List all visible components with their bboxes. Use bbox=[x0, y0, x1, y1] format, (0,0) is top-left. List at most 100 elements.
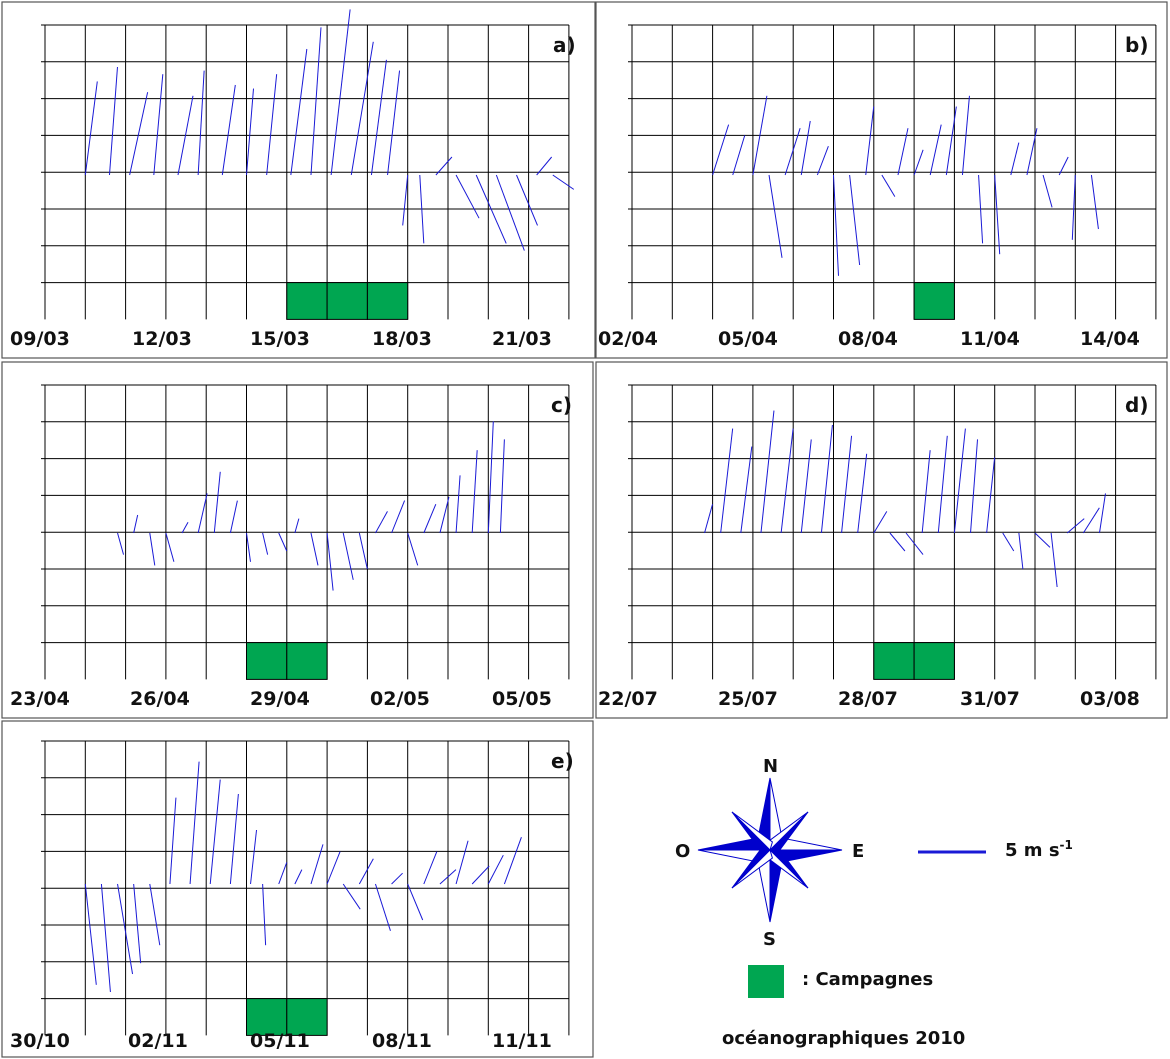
wind-stick bbox=[833, 174, 839, 276]
wind-stick bbox=[455, 174, 480, 219]
x-tick-label: 08/04 bbox=[838, 328, 898, 350]
x-tick-label: 05/04 bbox=[718, 328, 778, 350]
campaign-day bbox=[286, 282, 328, 320]
wind-stick bbox=[181, 521, 189, 534]
wind-stick bbox=[423, 851, 438, 885]
wind-stick bbox=[841, 435, 853, 534]
panel-label: d) bbox=[1125, 393, 1149, 417]
wind-stick bbox=[536, 156, 553, 176]
wind-stick bbox=[800, 439, 812, 534]
wind-stick bbox=[229, 793, 239, 885]
wind-stick bbox=[495, 174, 525, 251]
x-tick-label: 21/03 bbox=[492, 328, 552, 350]
wind-stick bbox=[471, 450, 478, 534]
wind-stick bbox=[857, 453, 868, 534]
x-tick-label: 26/04 bbox=[130, 688, 190, 710]
campaign-day bbox=[246, 642, 288, 680]
wind-stick bbox=[503, 837, 522, 885]
campaign-legend-label: : Campagnes bbox=[802, 969, 934, 990]
wind-stick bbox=[402, 174, 409, 226]
wind-stick bbox=[278, 532, 288, 552]
panel-frame bbox=[1, 720, 594, 1058]
wind-stick bbox=[246, 88, 254, 176]
x-tick-label: 12/03 bbox=[132, 328, 192, 350]
wind-stick bbox=[986, 457, 996, 534]
wind-stick bbox=[1018, 532, 1024, 570]
wind-stick bbox=[1010, 142, 1020, 176]
wind-stick bbox=[816, 146, 829, 176]
wind-stick bbox=[391, 872, 403, 885]
x-tick-label: 05/11 bbox=[250, 1030, 310, 1052]
wind-stick bbox=[820, 424, 833, 534]
wind-stick bbox=[740, 446, 753, 534]
wind-stick bbox=[375, 511, 388, 534]
wind-stick bbox=[358, 532, 368, 570]
wind-stick bbox=[439, 869, 457, 885]
wind-sticks bbox=[704, 410, 1106, 588]
wind-sticks bbox=[117, 421, 505, 591]
wind-stick bbox=[945, 106, 957, 176]
wind-stick bbox=[407, 532, 419, 566]
grid bbox=[41, 384, 570, 680]
grid bbox=[628, 24, 1157, 320]
x-tick-label: 31/07 bbox=[960, 688, 1020, 710]
wind-stick bbox=[780, 428, 794, 534]
wind-stick bbox=[889, 532, 906, 552]
wind-stick bbox=[108, 66, 118, 176]
wind-stick bbox=[350, 41, 374, 176]
wind-stick bbox=[197, 493, 208, 534]
wind-stick bbox=[439, 496, 450, 534]
wind-stick bbox=[1058, 156, 1069, 176]
x-tick-label: 03/08 bbox=[1080, 688, 1140, 710]
wind-stick bbox=[387, 70, 401, 176]
wind-stick bbox=[1082, 507, 1100, 534]
x-tick-label: 02/11 bbox=[128, 1030, 188, 1052]
campaign-day bbox=[366, 282, 409, 320]
wind-stick bbox=[310, 532, 319, 566]
x-tick-label: 29/04 bbox=[250, 688, 310, 710]
wind-stick bbox=[290, 48, 308, 176]
wind-stick bbox=[865, 106, 875, 176]
panel-frame bbox=[595, 361, 1168, 719]
wind-stick bbox=[391, 500, 406, 534]
wind-stick bbox=[250, 829, 258, 885]
wind-stick bbox=[149, 532, 156, 566]
wind-stick bbox=[330, 9, 351, 176]
wind-stick bbox=[994, 174, 1001, 255]
campaign-day bbox=[873, 642, 915, 680]
wind-stick bbox=[800, 120, 811, 176]
wind-sticks bbox=[84, 9, 575, 251]
wind-stick bbox=[752, 95, 768, 176]
wind-stick bbox=[1071, 174, 1076, 240]
wind-stick bbox=[197, 70, 205, 176]
campaign-day bbox=[286, 998, 328, 1036]
wind-stick bbox=[487, 421, 494, 534]
wind-stick bbox=[266, 74, 278, 176]
x-tick-label: 09/03 bbox=[10, 328, 70, 350]
wind-stick bbox=[1002, 532, 1015, 552]
wind-stick bbox=[419, 174, 425, 244]
wind-stick bbox=[326, 532, 334, 591]
wind-stick bbox=[229, 500, 238, 534]
wind-stick bbox=[310, 27, 322, 176]
x-tick-label: 22/07 bbox=[598, 688, 658, 710]
compass-south-label: S bbox=[763, 929, 776, 950]
compass-rose-icon bbox=[697, 777, 843, 923]
wind-stick bbox=[278, 862, 288, 885]
wind-stick bbox=[423, 504, 437, 534]
wind-stick bbox=[905, 532, 924, 555]
wind-stick bbox=[133, 514, 139, 534]
campaign-day bbox=[913, 282, 955, 320]
wind-stick bbox=[326, 851, 341, 885]
compass-point-diagonal bbox=[731, 849, 773, 889]
panel-label: a) bbox=[553, 33, 576, 57]
wind-stick bbox=[455, 475, 461, 534]
wind-stick bbox=[552, 174, 575, 190]
wind-stick bbox=[487, 854, 504, 885]
campaign-legend-swatch bbox=[748, 965, 784, 998]
x-tick-label: 08/11 bbox=[372, 1030, 432, 1052]
wind-stick bbox=[499, 439, 505, 534]
wind-stick bbox=[177, 95, 194, 176]
wind-stick bbox=[921, 450, 931, 534]
